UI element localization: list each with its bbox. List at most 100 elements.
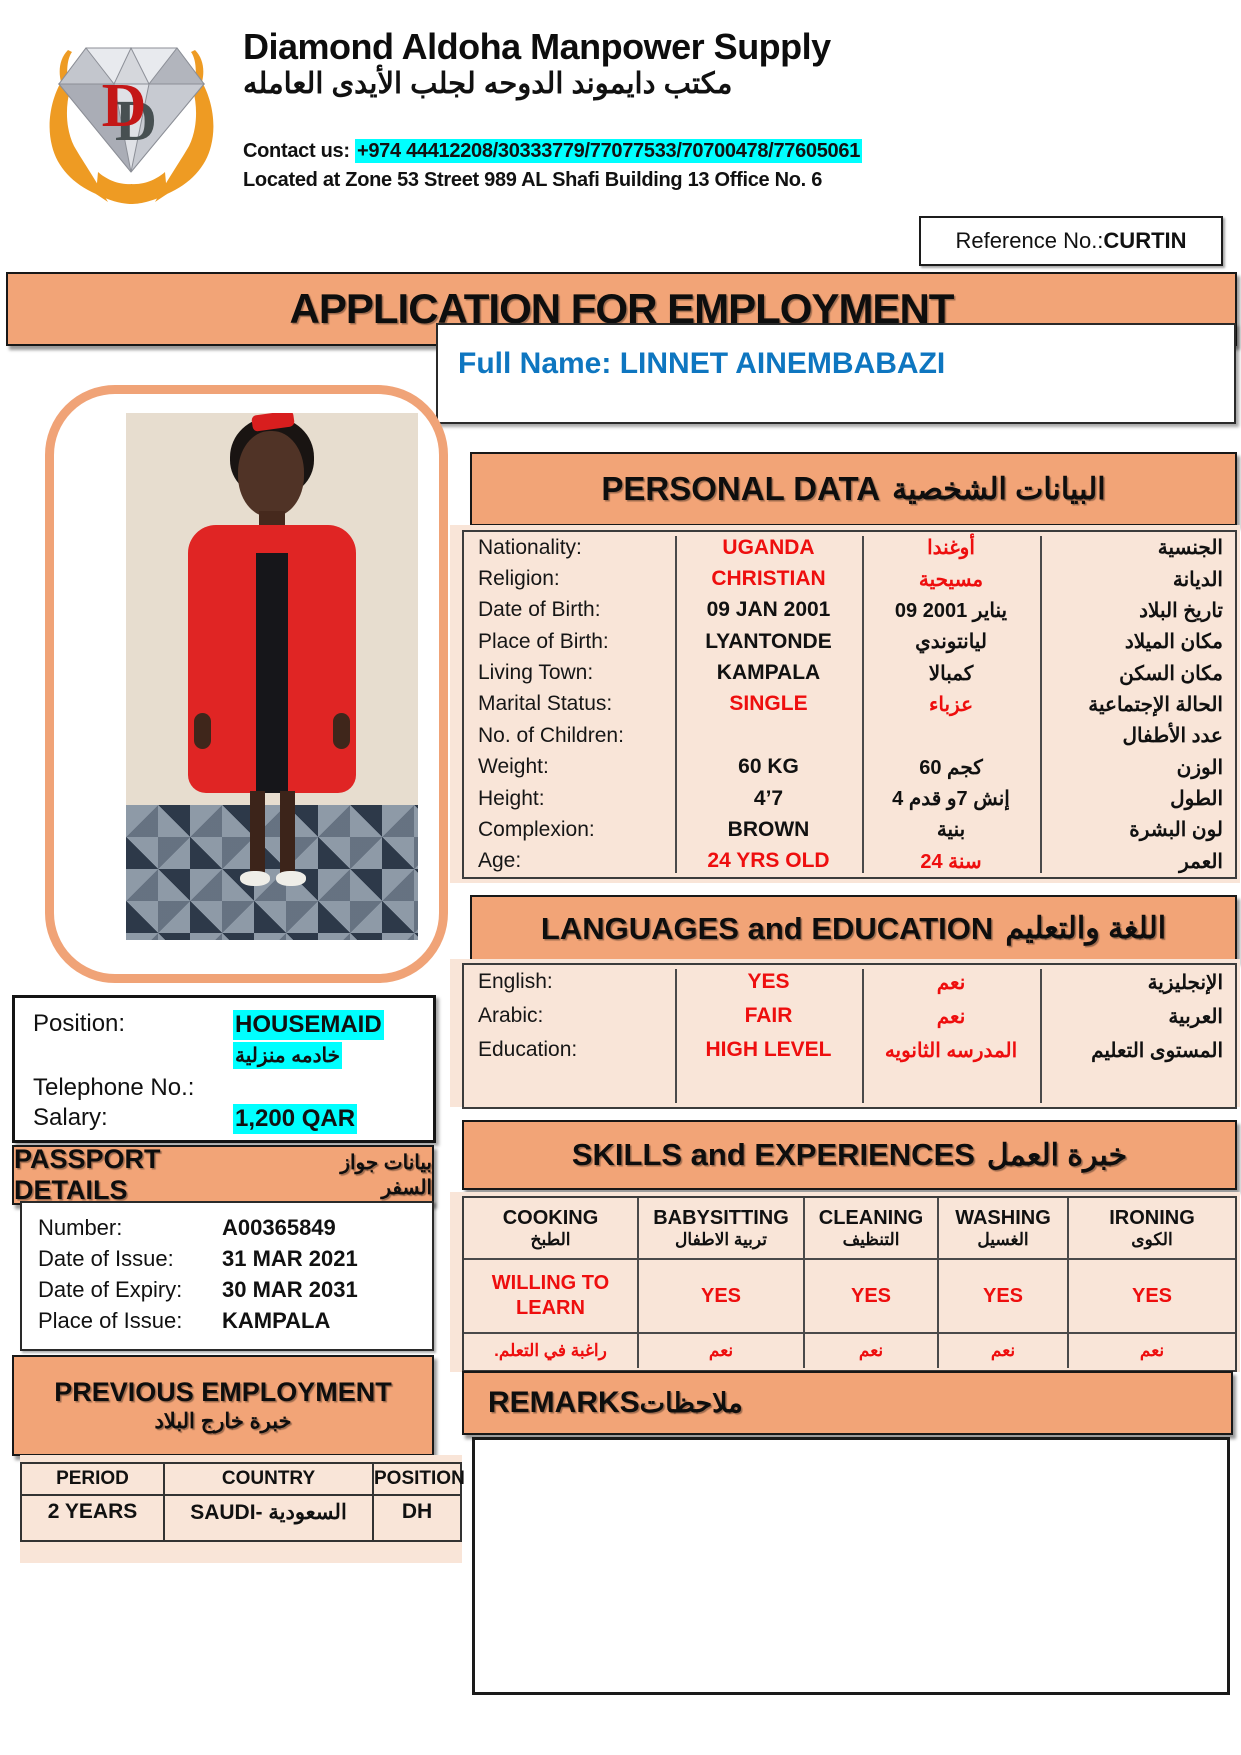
logo-letter-d-shadow: D [115,88,157,153]
skills-values-arabic-row: راغبة في التعلم. نعم نعم نعم نعم [464,1334,1235,1368]
photo-right-leg [280,791,295,875]
field-label: Age: [478,849,522,873]
field-value: 31 MAR 2021 [222,1246,358,1271]
position-value-arabic: خادمه منزلية [233,1042,342,1069]
passport-title: PASSPORT DETAILS [14,1144,161,1205]
personal-data-table: Nationality: UGANDA أوغندا الجنسية Religion:… [462,530,1237,879]
skill-value-arabic-text: نعم [1139,1341,1165,1360]
remarks-header: REMARKS ملاحظات [462,1371,1233,1435]
field-label: Marital Status: [478,692,613,716]
table-row: Education: HIGH LEVEL المدرسه الثانويه المس… [464,1033,1235,1067]
skill-name: CLEANING [818,1206,924,1229]
field-label: Number: [38,1215,123,1240]
skill-value-arabic-text: راغبة في التعلم. [494,1341,607,1360]
skill-value: YES [939,1260,1069,1332]
skill-name-arabic: التنظيف [842,1229,900,1249]
full-name-label: Full Name: [458,347,620,380]
field-label-arabic: المستوى التعليم [1091,1039,1223,1062]
field-value: 4’7 [753,786,784,810]
skill-value-arabic: نعم [639,1334,805,1368]
telephone-label: Telephone No.: [33,1074,195,1101]
column-header: PERIOD [22,1464,165,1494]
reference-value: CURTIN [1103,228,1187,253]
photo-left-shoe [240,871,270,886]
field-label: Education: [478,1038,578,1061]
photo-right-hand [333,713,350,749]
field-label-arabic: العمر [1179,850,1223,873]
skill-value-arabic-text: نعم [708,1341,734,1360]
passport-title-arabic: بيانات جواز السفر [340,1152,432,1199]
field-value-arabic: نعم [936,1005,966,1028]
field-label: No. of Children: [478,723,624,747]
field-label: Date of Birth: [478,598,601,622]
skills-header-row: COOKING الطبخ BABYSITTING تربية الاطفال CLEA… [464,1198,1235,1260]
field-label: Height: [478,786,545,810]
skill-column-header: BABYSITTING تربية الاطفال [639,1198,805,1258]
field-label-arabic: الحالة الإجتماعية [1088,693,1223,716]
photo-left-hand [194,713,211,749]
field-label-arabic: الوزن [1176,756,1223,779]
skill-name: BABYSITTING [653,1206,789,1229]
contact-numbers: +974 44412208/30333779/77077533/70700478… [354,139,863,163]
table-row: 2 YEARS SAUDI- السعودية DH [22,1496,460,1540]
table-row: Complexion: BROWN بنية لون البشرة [464,814,1235,845]
languages-rows: English: YES نعم الإنجليزية Arabic: FAIR نعم ال… [464,965,1235,1107]
passport-row: Place of Issue: KAMPALA [22,1308,432,1334]
cell-value: SAUDI- السعودية [165,1496,374,1540]
field-value-arabic: 4 قدم‎ و‎7 إنش [892,788,1010,811]
personal-data-title: PERSONAL DATA [601,470,881,507]
table-row: No. of Children: عدد الأطفال [464,720,1235,751]
photo-floor-tiles [126,805,418,940]
skill-value: YES [1069,1260,1235,1332]
field-label: Arabic: [478,1004,544,1027]
cell-value: DH [401,1500,433,1523]
company-name: Diamond Aldoha Manpower Supply [243,26,831,67]
previous-employment-columns: PERIOD COUNTRY POSITION [22,1464,465,1496]
reference-number-box: Reference No.: CURTIN [919,216,1223,266]
address-line: Located at Zone 53 Street 989 AL Shafi B… [243,169,823,191]
table-row: Weight: 60 KG 60 كجم الوزن [464,752,1235,783]
languages-title-arabic: اللغة والتعليم [1005,912,1167,945]
field-label-arabic: العربية [1168,1005,1223,1028]
skill-value-arabic: نعم [1069,1334,1235,1368]
company-name-arabic: مكتب دايموند الدوحه لجلب الأيدى العامله [243,68,733,100]
field-value-arabic: ليانتوندي [915,631,987,654]
field-value-arabic: أوغندا [927,537,975,560]
field-value-arabic: كمبالا [928,662,974,685]
field-value: A00365849 [222,1215,336,1240]
skill-value: YES [639,1260,805,1332]
skill-value-text: WILLING TO LEARN [491,1272,610,1319]
skill-name-arabic: الغسيل [977,1229,1029,1249]
remarks-title-arabic: ملاحظات [639,1387,743,1418]
field-value-arabic: عزباء [928,693,974,716]
logo-letter-d: D [102,72,147,140]
field-label: Nationality: [478,535,582,559]
table-row: Nationality: UGANDA أوغندا الجنسية [464,532,1235,563]
table-row: Living Town: KAMPALA كمبالا مكان السكن [464,657,1235,688]
full-name-box: Full Name: LINNET AINEMBABAZI [436,323,1236,424]
field-label: Religion: [478,567,560,591]
photo-coat-opening [256,553,288,793]
field-value-arabic: 09 2001 يناير [894,599,1008,622]
column-header: COUNTRY [165,1464,374,1494]
field-label-arabic: الطول [1170,788,1223,811]
skill-column-header: IRONING الكوى [1069,1198,1235,1258]
skill-value-arabic-text: نعم [858,1341,884,1360]
skill-value-arabic-text: نعم [990,1341,1016,1360]
column-divider [1040,536,1042,873]
field-label-arabic: الإنجليزية [1147,971,1223,994]
field-label: Place of Birth: [478,629,609,653]
field-label-arabic: عدد الأطفال [1122,725,1223,748]
reference-label: Reference No.: [955,228,1104,253]
field-value: 60 KG [738,755,799,779]
skills-experiences-table: COOKING الطبخ BABYSITTING تربية الاطفال CLEA… [462,1196,1237,1372]
field-label: Complexion: [478,817,595,841]
skill-name: IRONING [1109,1206,1195,1229]
skills-values-row: WILLING TO LEARN YES YES YES YES [464,1260,1235,1334]
table-row: Place of Birth: LYANTONDE ليانتوندي مكان ال… [464,626,1235,657]
field-value: HIGH LEVEL [705,1038,832,1061]
salary-value: 1,200 QAR [233,1104,358,1134]
skills-title: SKILLS and EXPERIENCES [571,1137,975,1172]
field-value: 30 MAR 2031 [222,1277,358,1302]
